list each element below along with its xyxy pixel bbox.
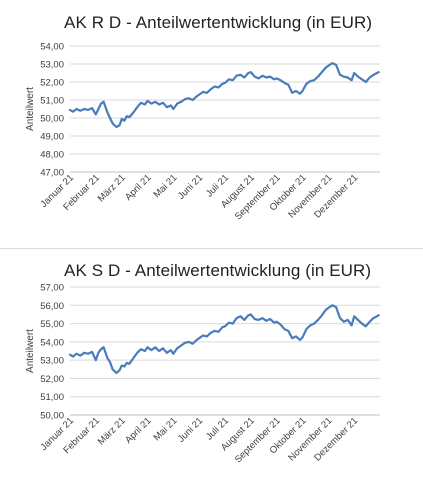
y-tick-label: 48,00 xyxy=(40,150,64,161)
y-axis-label: Anteilwert xyxy=(25,87,36,131)
y-tick-label: 50,00 xyxy=(40,411,64,422)
chart-panel-ak-s-d: AK S D - Anteilwertentwicklung (in EUR) … xyxy=(0,248,423,494)
x-tick-label: Juni 21 xyxy=(176,415,205,444)
y-tick-label: 53,00 xyxy=(40,356,64,367)
y-tick-label: 49,00 xyxy=(40,132,64,143)
chart-panel-ak-r-d: AK R D - Anteilwertentwicklung (in EUR) … xyxy=(0,0,423,238)
y-tick-label: 51,00 xyxy=(40,96,64,107)
x-tick-label: Juni 21 xyxy=(176,172,205,201)
y-tick-label: 50,00 xyxy=(40,114,64,125)
x-tick-label: März 21 xyxy=(96,172,128,204)
line-chart-ak-s-d: 50,00 51,00 52,00 53,00 54,00 55,00 56,00 57,00… xyxy=(25,283,380,465)
y-tick-label: 56,00 xyxy=(40,301,64,312)
x-tick-label: April 21 xyxy=(123,172,154,203)
y-tick-label: 57,00 xyxy=(40,283,64,294)
chart-title: AK R D - Anteilwertentwicklung (in EUR) xyxy=(64,13,373,32)
line-chart-ak-r-d: 47,00 48,00 49,00 50,00 51,00 52,00 53,00 54,00… xyxy=(25,42,380,222)
y-tick-label: 55,00 xyxy=(40,319,64,330)
x-tick-label: April 21 xyxy=(123,415,154,446)
y-tick-label: 47,00 xyxy=(40,168,64,179)
y-tick-label: 51,00 xyxy=(40,392,64,403)
y-tick-label: 54,00 xyxy=(40,42,64,53)
x-tick-label: Mai 21 xyxy=(152,172,180,200)
y-tick-label: 52,00 xyxy=(40,78,64,89)
chart-title: AK S D - Anteilwertentwicklung (in EUR) xyxy=(64,261,372,280)
y-tick-label: 54,00 xyxy=(40,337,64,348)
y-tick-label: 52,00 xyxy=(40,374,64,385)
series-line xyxy=(68,304,380,375)
series-line xyxy=(68,61,380,129)
x-tick-label: März 21 xyxy=(96,415,128,447)
x-tick-label: Mai 21 xyxy=(152,415,180,443)
y-axis-label: Anteilwert xyxy=(25,329,36,373)
y-tick-label: 53,00 xyxy=(40,60,64,71)
